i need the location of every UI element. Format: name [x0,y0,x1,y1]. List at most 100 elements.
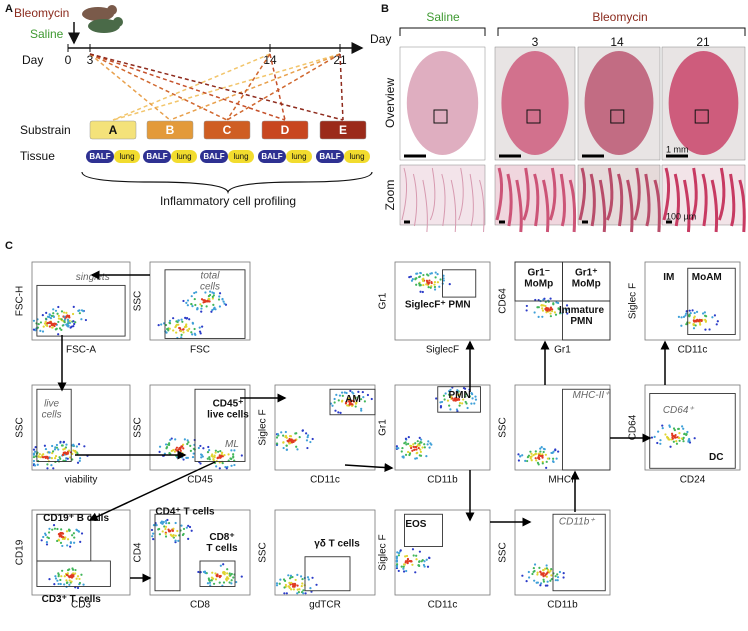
event-dot [36,463,39,466]
gate-label: PMN [448,390,470,401]
event-dot [659,439,662,442]
tissue-pill [86,150,114,163]
event-dot [296,584,299,587]
event-dot [429,442,432,445]
event-dot [55,327,58,330]
event-dot [433,285,437,289]
gate-label: CD3⁺ T cells [42,594,102,605]
tissue-strand [533,173,540,227]
y-axis-label: Siglec F [378,534,389,570]
event-dot [524,459,527,463]
event-dot [52,523,56,527]
event-dot [60,575,63,578]
event-dot [430,272,433,275]
event-dot [168,322,172,325]
event-dot [535,581,538,584]
tissue-strand [450,179,457,233]
event-dot [682,427,685,430]
event-dot [537,315,540,318]
event-dot [334,409,337,412]
event-dot [427,286,430,289]
x-axis-label: CD11b [547,600,578,611]
event-dot [533,563,537,566]
event-dot [406,562,409,565]
event-dot [226,568,229,571]
event-dot [52,467,55,470]
event-dot [175,331,178,334]
event-dot [541,307,544,310]
event-dot [311,576,314,579]
tissue: lung [349,152,364,161]
substrain: C [223,123,232,137]
x-axis-label: CD3 [71,600,91,611]
event-dot [201,455,204,458]
gate-label: MoMp [524,279,553,290]
event-dot [551,308,554,311]
event-dot [540,573,543,576]
event-dot [554,313,558,316]
gate-label: CD64⁺ [663,405,695,416]
event-dot [418,282,421,285]
zoom-box [694,109,709,124]
event-dot [692,323,695,326]
event-dot [232,576,235,579]
event-dot [48,527,51,530]
panel-label: C [5,240,13,252]
gate [164,269,246,339]
event-dot [61,324,64,327]
event-dot [77,530,80,533]
event-dot [341,394,344,397]
event-dot [414,571,417,574]
event-dot [78,459,81,463]
event-dot [191,333,194,336]
event-dot [534,450,537,453]
event-dot [53,322,56,325]
event-dot [415,558,418,561]
event-dot [408,452,412,455]
event-dot [542,450,545,454]
event-dot [218,467,221,470]
event-dot [656,441,659,445]
event-dot [219,564,222,567]
event-dot [534,453,537,456]
event-dot [545,466,548,469]
event-dot [703,311,706,314]
event-dot [48,313,51,316]
event-dot [337,399,340,402]
event-dot [53,448,57,451]
event-dot [172,329,175,332]
y-axis-label: Gr1 [378,419,389,436]
panel-a-art [68,5,373,195]
event-dot [545,567,549,570]
x-axis-label: viability [65,475,98,486]
y-axis-label: FSC-H [15,286,26,317]
event-dot [164,519,168,523]
event-dot [61,569,64,572]
event-dot [397,447,400,450]
y-axis-label: CD64 [498,288,509,314]
gate-label: CD19⁺ B cells [43,513,109,524]
event-dot [680,324,683,327]
gate-label: PMN [570,316,592,327]
gating-arrow [344,463,394,473]
event-dot [191,322,195,325]
event-dot [200,298,204,301]
event-dot [66,544,69,547]
event-dot [70,325,73,328]
event-dot [438,285,441,288]
gate [562,300,611,341]
event-dot [693,311,696,315]
event-dot [411,449,414,452]
event-dot [60,534,63,537]
event-dot [686,430,689,434]
event-dot [174,539,177,542]
event-dot [44,320,47,323]
day: 3 [532,35,539,49]
event-dot [205,305,208,308]
event-dot [68,529,71,532]
event-dot [186,329,189,332]
event-dot [685,323,688,326]
event-dot [76,586,80,590]
event-dot [186,299,190,302]
event-dot [62,448,65,451]
